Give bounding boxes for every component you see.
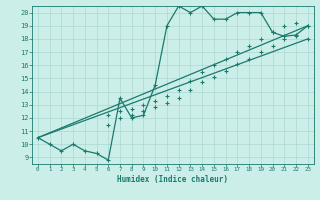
X-axis label: Humidex (Indice chaleur): Humidex (Indice chaleur)	[117, 175, 228, 184]
